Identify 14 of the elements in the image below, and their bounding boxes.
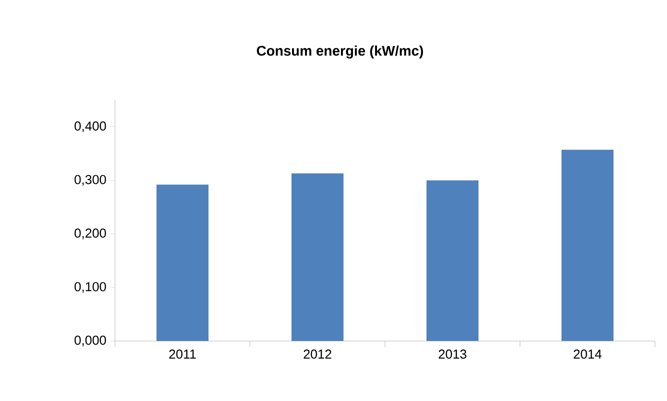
y-tick-label: 0,300 — [74, 174, 106, 186]
x-tick-label: 2012 — [304, 350, 332, 359]
chart-title: Consum energie (kW/mc) — [256, 45, 423, 59]
y-tick-label: 0,000 — [74, 336, 106, 346]
y-tick-label: 0,400 — [74, 121, 106, 132]
y-tick-label: 0,100 — [74, 282, 106, 293]
bar — [562, 150, 614, 341]
bar — [156, 184, 209, 341]
y-tick-label: 0,200 — [74, 228, 106, 240]
x-tick-label: 2014 — [574, 350, 602, 359]
x-tick-label: 2011 — [169, 350, 196, 359]
bar — [292, 173, 344, 341]
bar — [426, 180, 479, 341]
x-tick-label: 2013 — [438, 350, 466, 359]
